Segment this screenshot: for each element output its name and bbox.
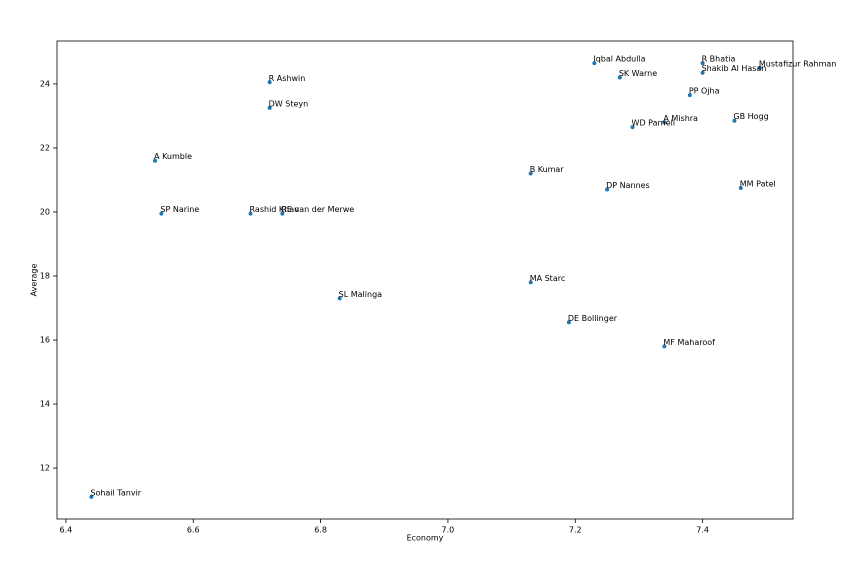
x-tick-label: 7.0 bbox=[442, 526, 455, 535]
point bbox=[617, 75, 622, 80]
point-label: GB Hogg bbox=[733, 112, 768, 121]
y-tick-label: 24 bbox=[40, 79, 50, 88]
x-axis-label: Economy bbox=[407, 534, 444, 543]
point-label: R Ashwin bbox=[269, 74, 306, 83]
point-label: DP Nannes bbox=[606, 181, 650, 190]
point bbox=[248, 211, 253, 216]
y-tick-label: 14 bbox=[40, 400, 50, 409]
point-label: Mustafizur Rahman bbox=[759, 59, 836, 68]
point bbox=[89, 494, 94, 499]
point bbox=[337, 296, 342, 301]
point bbox=[267, 105, 272, 110]
point bbox=[630, 125, 635, 130]
point bbox=[757, 65, 762, 70]
x-tick-label: 6.4 bbox=[60, 526, 73, 535]
y-tick-label: 18 bbox=[40, 271, 50, 280]
point bbox=[153, 158, 158, 163]
point-label: RE van der Merwe bbox=[281, 205, 354, 214]
point-label: B Kumar bbox=[530, 165, 565, 174]
plot-frame bbox=[56, 40, 794, 520]
x-tick-label: 7.2 bbox=[569, 526, 582, 535]
point-label: DW Steyn bbox=[269, 99, 309, 108]
point bbox=[662, 120, 667, 125]
y-axis-label: Average bbox=[30, 264, 39, 297]
point-label: DE Bollinger bbox=[568, 314, 618, 323]
point bbox=[605, 187, 610, 192]
point-label: A Kumble bbox=[154, 152, 192, 161]
point-label: Iqbal Abdulla bbox=[593, 55, 645, 64]
point bbox=[528, 171, 533, 176]
point-label: WD Parnell bbox=[632, 119, 676, 128]
point bbox=[528, 280, 533, 285]
y-tick-label: 16 bbox=[40, 336, 50, 345]
point bbox=[687, 93, 692, 98]
point-label: SL Malinga bbox=[339, 290, 382, 299]
point bbox=[159, 211, 164, 216]
x-tick-label: 6.6 bbox=[187, 526, 200, 535]
point-label: R Bhatia bbox=[702, 55, 736, 64]
point-label: SP Narine bbox=[160, 205, 199, 214]
point bbox=[267, 80, 272, 85]
x-tick-label: 7.4 bbox=[696, 526, 709, 535]
point-label: Rashid Khan bbox=[250, 205, 300, 214]
point bbox=[738, 185, 743, 190]
y-tick-label: 20 bbox=[40, 207, 50, 216]
point bbox=[700, 61, 705, 66]
point-label: MM Patel bbox=[740, 179, 776, 188]
point-label: MA Starc bbox=[530, 274, 566, 283]
point bbox=[662, 344, 667, 349]
point bbox=[700, 70, 705, 75]
point bbox=[732, 118, 737, 123]
point bbox=[566, 320, 571, 325]
point-label: PP Ojha bbox=[689, 87, 720, 96]
x-tick-label: 6.8 bbox=[314, 526, 327, 535]
y-tick-label: 12 bbox=[40, 464, 50, 473]
point-label: MF Maharoof bbox=[663, 338, 715, 347]
point bbox=[592, 61, 597, 66]
point-label: Shakib Al Hasan bbox=[702, 64, 767, 73]
point-label: Sohail Tanvir bbox=[90, 488, 141, 497]
point-label: SK Warne bbox=[619, 69, 657, 78]
point-label: A Mishra bbox=[663, 114, 698, 123]
point bbox=[280, 211, 285, 216]
y-tick-label: 22 bbox=[40, 143, 50, 152]
